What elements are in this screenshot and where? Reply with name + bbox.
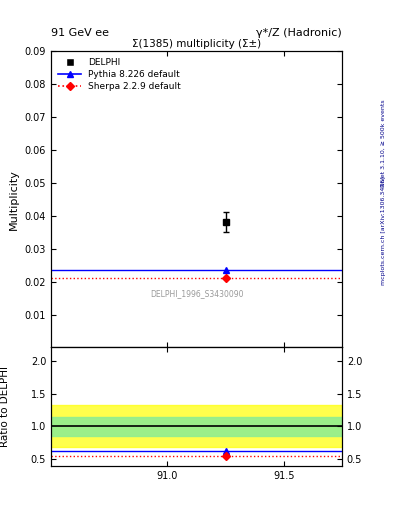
Text: γ*/Z (Hadronic): γ*/Z (Hadronic): [256, 28, 342, 38]
Bar: [51, 417, 342, 436]
Y-axis label: Multiplicity: Multiplicity: [9, 169, 19, 230]
Title: Σ(1385) multiplicity (Σ±): Σ(1385) multiplicity (Σ±): [132, 39, 261, 49]
Text: mcplots.cern.ch [arXiv:1306.3436]: mcplots.cern.ch [arXiv:1306.3436]: [381, 176, 386, 285]
Text: Rivet 3.1.10, ≥ 500k events: Rivet 3.1.10, ≥ 500k events: [381, 99, 386, 187]
Legend: DELPHI, Pythia 8.226 default, Sherpa 2.2.9 default: DELPHI, Pythia 8.226 default, Sherpa 2.2…: [55, 56, 184, 94]
Y-axis label: Ratio to DELPHI: Ratio to DELPHI: [0, 366, 10, 447]
Text: 91 GeV ee: 91 GeV ee: [51, 28, 109, 38]
Bar: [51, 406, 342, 447]
Text: DELPHI_1996_S3430090: DELPHI_1996_S3430090: [150, 290, 243, 298]
